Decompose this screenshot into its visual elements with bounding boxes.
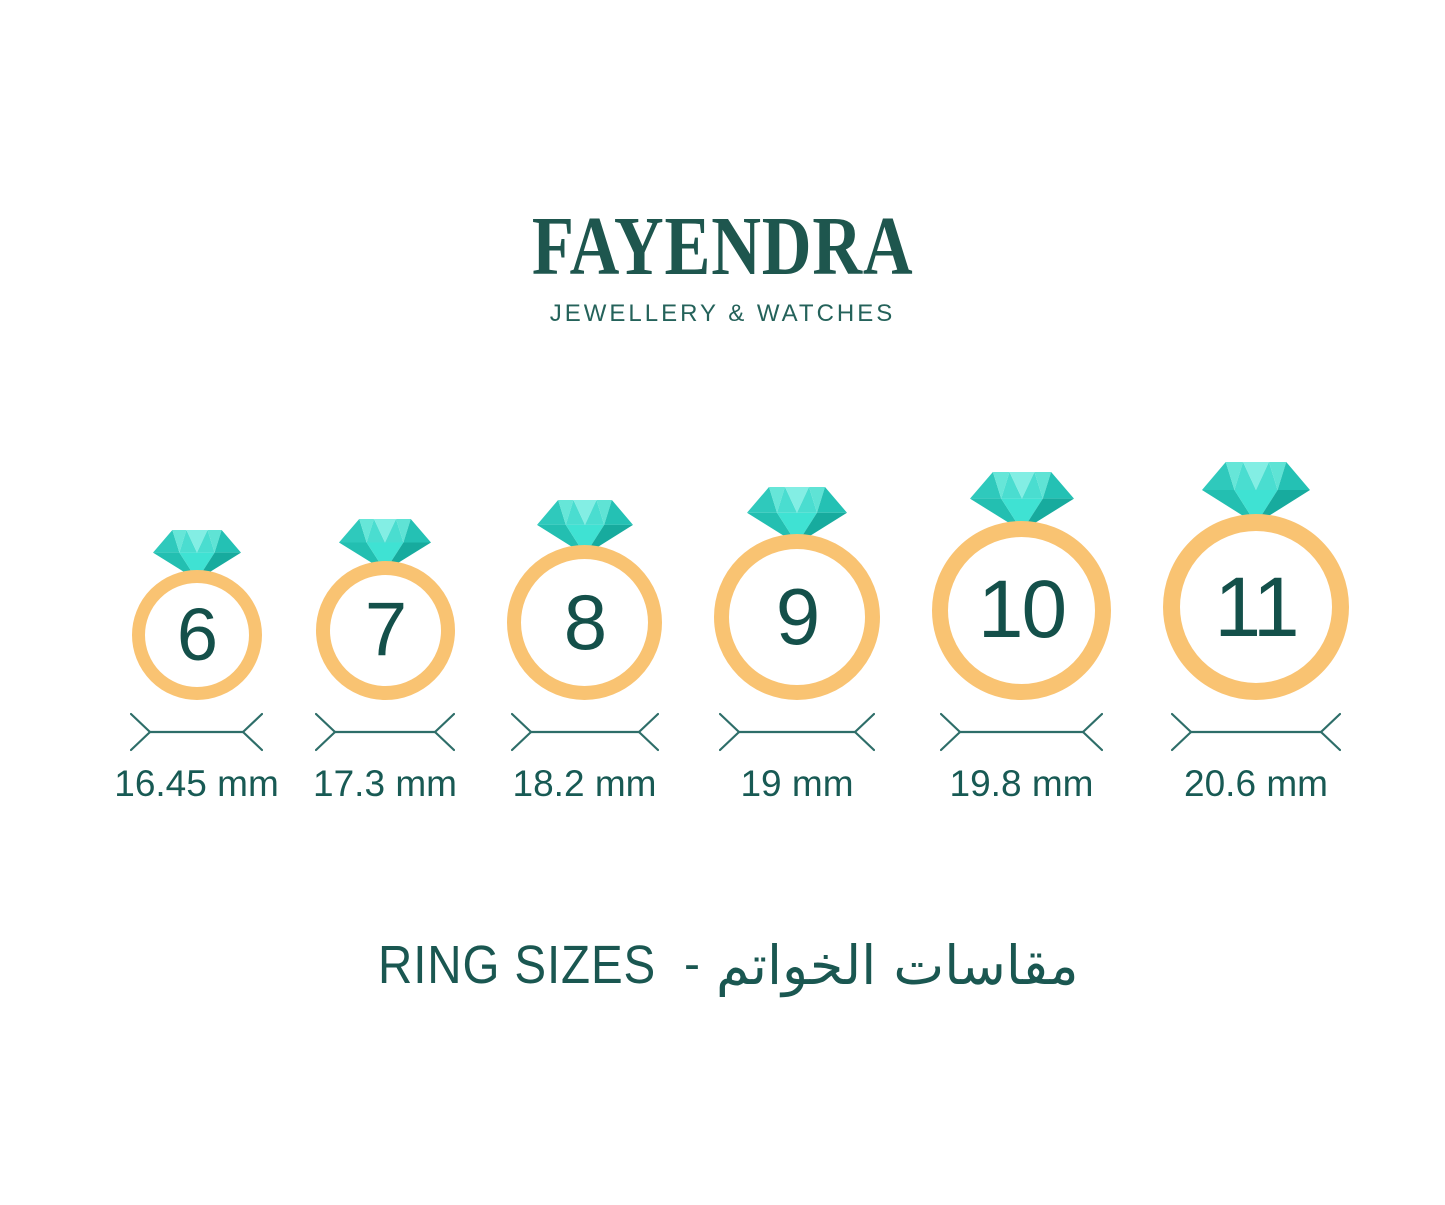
ring-band: 6 (131, 569, 262, 700)
rings-row: 6 16.45 mm 7 17.3 mm (114, 0, 1349, 806)
diameter-label: 19.8 mm (949, 762, 1094, 804)
measure-line (940, 712, 1103, 751)
brand-tagline: JEWELLERY & WATCHES (549, 300, 896, 327)
footer-title-separator: - (684, 938, 701, 992)
diamond-icon (747, 486, 847, 544)
measure-line (130, 712, 263, 751)
ring-size-number: 8 (563, 578, 607, 667)
ring-item: 9 19 mm (714, 486, 880, 806)
measure-line (719, 712, 875, 751)
ring-size-number: 10 (977, 564, 1067, 656)
ring-item: 11 20.6 mm (1163, 461, 1349, 806)
ring-band: 9 (714, 533, 880, 700)
measure-line (315, 712, 455, 751)
diameter-label: 19 mm (740, 762, 854, 804)
diameter-label: 17.3 mm (313, 762, 457, 804)
footer-title: RING SIZES - مقاسات الخواتم (378, 933, 1079, 998)
ring-item: 7 17.3 mm (313, 518, 457, 806)
diamond-icon (339, 518, 431, 571)
ring-size-number: 9 (775, 571, 820, 661)
diameter-label: 20.6 mm (1184, 762, 1328, 804)
diamond-icon (969, 471, 1074, 531)
ring-size-number: 6 (176, 592, 218, 676)
footer-title-ar: مقاسات الخواتم (716, 933, 1079, 997)
footer-title-en: RING SIZES (378, 935, 657, 995)
measure-line (1171, 712, 1341, 751)
brand-name: FAYENDRA (531, 200, 914, 293)
ring-band: 10 (932, 520, 1111, 700)
ring-band: 7 (315, 560, 455, 700)
ring-size-number: 11 (1214, 559, 1299, 654)
ring-size-number: 7 (364, 587, 407, 673)
ring-band: 11 (1163, 513, 1349, 700)
ring-item: 10 19.8 mm (932, 471, 1111, 806)
brand-logo: FAYENDRA JEWELLERY & WATCHES (0, 205, 1445, 326)
ring-band: 8 (507, 544, 662, 700)
diameter-label: 16.45 mm (114, 762, 279, 804)
measure-line (510, 712, 659, 751)
diameter-label: 18.2 mm (512, 762, 657, 804)
ring-item: 6 16.45 mm (114, 529, 279, 806)
ring-item: 8 18.2 mm (507, 499, 662, 806)
